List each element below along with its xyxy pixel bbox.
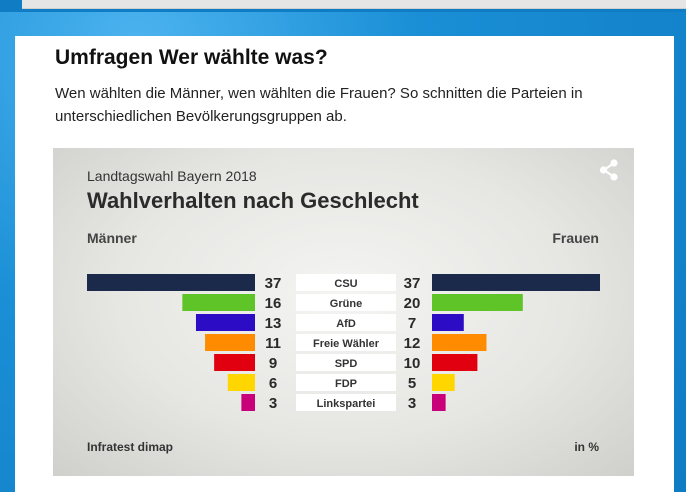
category-box-spd	[296, 354, 396, 371]
bar-maenner-csu	[87, 274, 255, 291]
bar-frauen-grüne	[432, 294, 523, 311]
value-label-maenner-freie-wähler: 11	[265, 335, 281, 352]
bar-maenner-linkspartei	[241, 394, 255, 411]
chart-graphic: Landtagswahl Bayern 2018 Wahlverhalten n…	[53, 148, 634, 476]
bar-frauen-linkspartei	[432, 394, 446, 411]
value-label-frauen-freie-wähler: 12	[404, 335, 421, 352]
article-headline: Umfragen Wer wählte was?	[55, 46, 328, 69]
category-box-afd	[296, 314, 396, 331]
value-label-frauen-grüne: 20	[404, 295, 421, 312]
category-box-freie-wähler	[296, 334, 396, 351]
bar-maenner-afd	[195, 314, 255, 331]
bar-maenner-fdp	[227, 374, 255, 391]
category-label-csu: CSU	[334, 278, 357, 290]
chart-unit: in %	[574, 440, 599, 454]
category-label-freie-wähler: Freie Wähler	[313, 338, 380, 350]
value-label-maenner-afd: 13	[265, 315, 282, 332]
category-box-fdp	[296, 374, 396, 391]
category-box-grüne	[296, 294, 396, 311]
value-label-maenner-grüne: 16	[265, 295, 282, 312]
article-card: Umfragen Wer wählte was? Wen wählten die…	[15, 36, 674, 492]
chart-subtitle: Landtagswahl Bayern 2018	[87, 168, 257, 184]
bar-frauen-afd	[432, 314, 464, 331]
category-label-linkspartei: Linkspartei	[317, 398, 376, 410]
bar-maenner-grüne	[182, 294, 255, 311]
category-box-linkspartei	[296, 394, 396, 411]
value-label-frauen-fdp: 5	[408, 375, 416, 392]
bar-maenner-spd	[214, 354, 255, 371]
value-label-frauen-csu: 37	[404, 275, 421, 292]
chart-title: Wahlverhalten nach Geschlecht	[87, 188, 419, 213]
value-label-maenner-fdp: 6	[269, 375, 277, 392]
value-label-maenner-csu: 37	[265, 275, 282, 292]
category-label-afd: AfD	[336, 318, 356, 330]
bar-maenner-freie-wähler	[205, 334, 255, 351]
category-box-csu	[296, 274, 396, 291]
share-icon[interactable]	[598, 159, 620, 181]
bar-frauen-freie-wähler	[432, 334, 487, 351]
category-label-fdp: FDP	[335, 378, 357, 390]
category-label-grüne: Grüne	[330, 298, 362, 310]
value-label-maenner-spd: 9	[269, 355, 277, 372]
chart-source: Infratest dimap	[87, 440, 174, 454]
right-series-label: Frauen	[552, 230, 599, 246]
left-series-label: Männer	[87, 230, 137, 246]
article-intro: Wen wählten die Männer, wen wählten die …	[55, 85, 583, 125]
value-label-frauen-linkspartei: 3	[408, 395, 416, 412]
bar-frauen-csu	[432, 274, 600, 291]
value-label-frauen-spd: 10	[404, 355, 421, 372]
value-label-frauen-afd: 7	[408, 315, 416, 332]
value-label-maenner-linkspartei: 3	[269, 395, 277, 412]
top-strip	[0, 0, 686, 12]
category-label-spd: SPD	[335, 358, 358, 370]
bar-frauen-spd	[432, 354, 478, 371]
butterfly-chart: 37 37 CSU 16 20 Grüne 13 7 AfD 11 12 Freie Wähler 9 1…	[87, 274, 600, 412]
bar-frauen-fdp	[432, 374, 455, 391]
previous-card-edge	[22, 0, 686, 9]
